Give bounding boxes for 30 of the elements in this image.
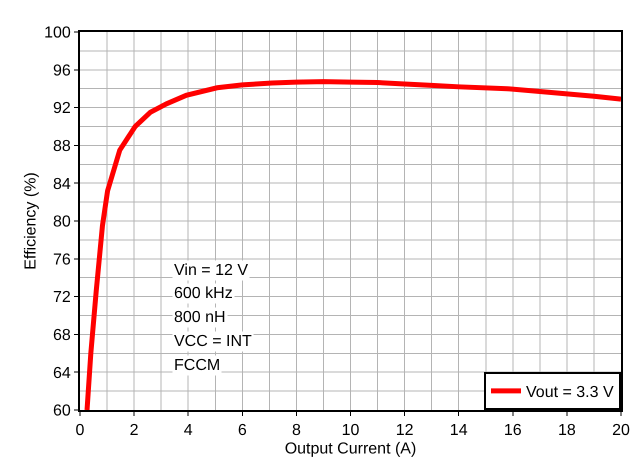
y-tick-label: 88 <box>53 138 71 155</box>
y-tick-label: 76 <box>53 251 71 268</box>
x-tick-label: 12 <box>396 422 414 440</box>
x-tick-label: 4 <box>184 422 193 440</box>
y-tick-label: 96 <box>53 62 71 80</box>
legend-label: Vout = 3.3 V <box>526 384 614 402</box>
y-tick-label: 92 <box>53 100 71 118</box>
y-tick-label: 80 <box>53 214 71 231</box>
annotation: Vin = 12 V <box>174 262 248 279</box>
x-tick-label: 8 <box>292 422 301 440</box>
y-tick-label: 64 <box>53 364 71 382</box>
x-tick-label: 14 <box>450 422 468 440</box>
annotation: 600 kHz <box>174 285 233 302</box>
x-tick-label: 0 <box>76 422 85 440</box>
y-tick-label: 84 <box>53 176 71 193</box>
y-tick-label: 72 <box>53 289 71 306</box>
annotation: VCC = INT <box>174 333 252 350</box>
y-tick-label: 68 <box>53 327 71 344</box>
x-axis-title: Output Current (A) <box>284 440 416 458</box>
x-tick-label: 6 <box>238 422 247 440</box>
y-tick-label: 60 <box>53 402 71 420</box>
y-axis-title: Efficiency (%) <box>22 172 40 270</box>
x-tick-label: 20 <box>612 422 630 440</box>
annotation: 800 nH <box>174 309 226 326</box>
y-tick-label: 100 <box>44 24 71 42</box>
annotation: FCCM <box>174 357 220 374</box>
x-tick-label: 18 <box>558 422 576 440</box>
x-tick-label: 2 <box>130 422 139 440</box>
x-tick-label: 16 <box>504 422 522 440</box>
x-tick-label: 10 <box>342 422 360 440</box>
